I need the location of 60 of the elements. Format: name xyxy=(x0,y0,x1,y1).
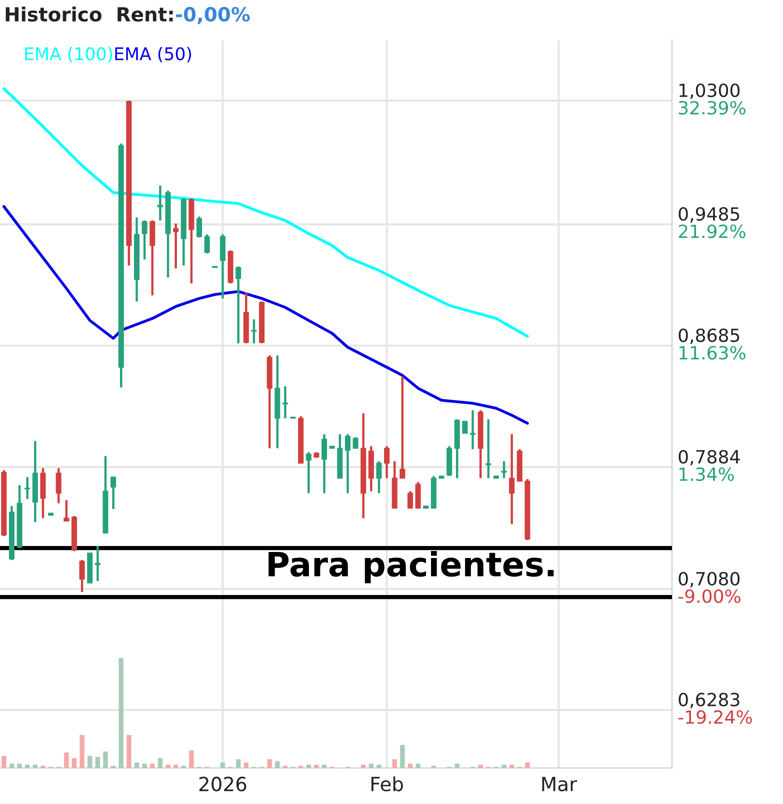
bar xyxy=(150,764,155,768)
bar xyxy=(392,759,397,768)
bar xyxy=(509,764,514,768)
bar xyxy=(376,764,382,768)
y-tick-label: 0,9485 xyxy=(678,207,740,223)
bar xyxy=(142,764,147,768)
bar xyxy=(275,761,280,768)
chart-title: Historico Rent: xyxy=(6,6,173,22)
bar xyxy=(525,762,530,768)
bar xyxy=(32,764,38,768)
bar xyxy=(267,759,272,768)
bar xyxy=(189,750,194,768)
bar xyxy=(244,762,248,768)
y2-tick-label: 1.34% xyxy=(680,467,734,482)
bar xyxy=(314,764,319,768)
series-label: EMA (100) xyxy=(25,46,112,62)
bar xyxy=(236,759,241,768)
bar xyxy=(454,764,460,768)
y2-tick-label: 11.63% xyxy=(680,346,746,360)
bar xyxy=(220,762,226,768)
y2-tick-label: -9.00% xyxy=(678,589,740,604)
y-tick-label: 0,7884 xyxy=(678,450,740,466)
x-tick-label: Mar xyxy=(542,776,578,792)
y2-tick-label: 32.39% xyxy=(678,100,746,115)
y-tick-label: 0,7080 xyxy=(678,572,740,588)
bar xyxy=(118,658,124,768)
y2-tick-label: 21.92% xyxy=(678,224,746,238)
bar xyxy=(408,764,413,768)
y-tick-label: 0,6283 xyxy=(678,692,740,708)
bar xyxy=(126,735,132,768)
x-tick-label: Feb xyxy=(371,776,403,792)
bar xyxy=(166,764,170,768)
bar xyxy=(306,764,311,768)
bar xyxy=(368,764,374,768)
bar xyxy=(17,764,22,768)
y2-tick-label: -19.24% xyxy=(678,710,752,724)
bar xyxy=(173,764,178,768)
annotation: Para pacientes. xyxy=(268,550,554,584)
bar xyxy=(72,758,77,768)
x-tick-label: 2026 xyxy=(199,776,246,792)
bar xyxy=(400,744,405,768)
text: EMA (50) xyxy=(115,46,192,62)
y-tick-label: 1,0300 xyxy=(680,84,740,100)
y-tick-label: 0,8685 xyxy=(678,328,740,344)
chart-subtitle: -0,00% xyxy=(176,6,250,24)
bar xyxy=(478,764,483,768)
bar xyxy=(103,752,108,768)
bar xyxy=(134,762,140,768)
bar xyxy=(2,756,6,768)
bar xyxy=(25,764,30,768)
bar xyxy=(64,752,69,768)
bar xyxy=(158,758,163,768)
bar xyxy=(9,764,14,768)
bar xyxy=(416,764,420,768)
bar xyxy=(361,764,366,768)
bar xyxy=(502,764,506,768)
bar xyxy=(322,764,327,768)
bar xyxy=(80,735,84,768)
bar xyxy=(95,757,100,768)
bar xyxy=(88,756,92,768)
